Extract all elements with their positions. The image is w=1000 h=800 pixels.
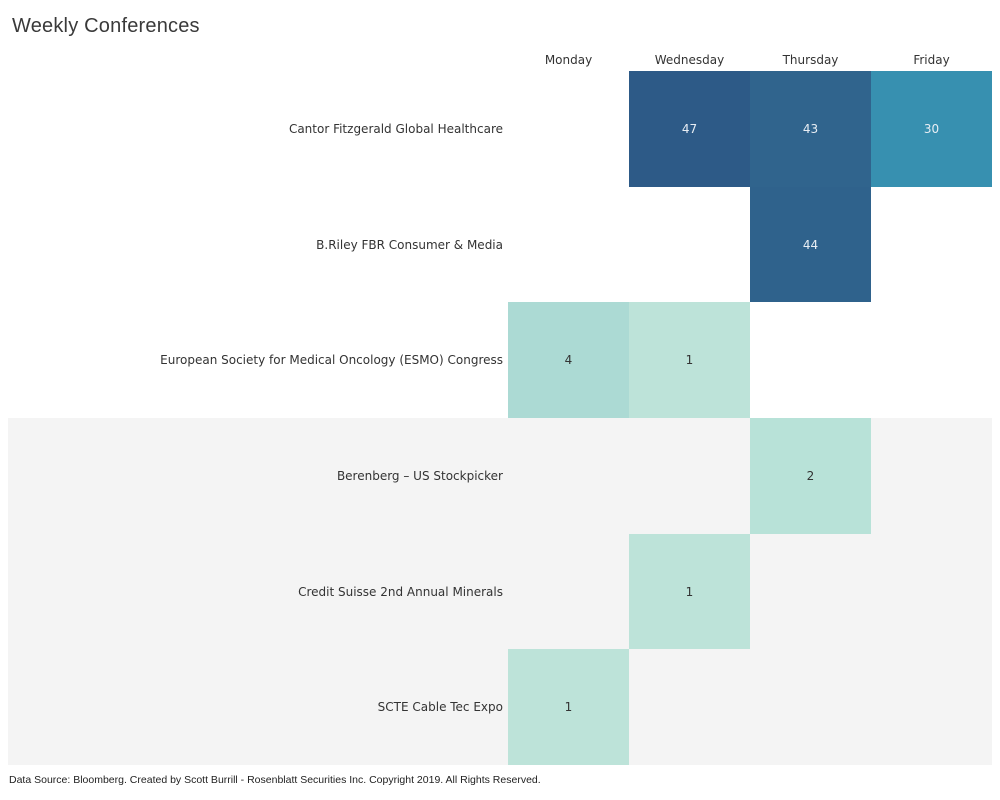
heatmap-cell: 1 bbox=[508, 649, 629, 765]
heatmap-cell: 43 bbox=[750, 71, 871, 187]
row-label: Credit Suisse 2nd Annual Minerals bbox=[298, 584, 503, 599]
column-header-thursday: Thursday bbox=[782, 53, 839, 67]
row-label: European Society for Medical Oncology (E… bbox=[160, 353, 503, 367]
heatmap-cell: 44 bbox=[750, 187, 871, 302]
heatmap-cell: 1 bbox=[629, 534, 750, 649]
heatmap-cell: 47 bbox=[629, 71, 750, 187]
heatmap-cell: 30 bbox=[871, 71, 992, 187]
row-label: B.Riley FBR Consumer & Media bbox=[316, 237, 503, 252]
column-header-monday: Monday bbox=[544, 53, 593, 67]
heatmap-cell: 4 bbox=[508, 302, 629, 418]
column-header-friday: Friday bbox=[913, 53, 950, 67]
row-label: SCTE Cable Tec Expo bbox=[377, 700, 503, 714]
chart-title: Weekly Conferences bbox=[12, 15, 200, 37]
heatmap-cell: 1 bbox=[629, 302, 750, 418]
row-label: Cantor Fitzgerald Global Healthcare bbox=[288, 122, 503, 136]
column-header-wednesday: Wednesday bbox=[654, 53, 725, 67]
row-label: Berenberg – US Stockpicker bbox=[336, 469, 503, 483]
footer-source-note: Data Source: Bloomberg. Created by Scott… bbox=[9, 774, 541, 786]
heatmap-cell: 2 bbox=[750, 418, 871, 534]
